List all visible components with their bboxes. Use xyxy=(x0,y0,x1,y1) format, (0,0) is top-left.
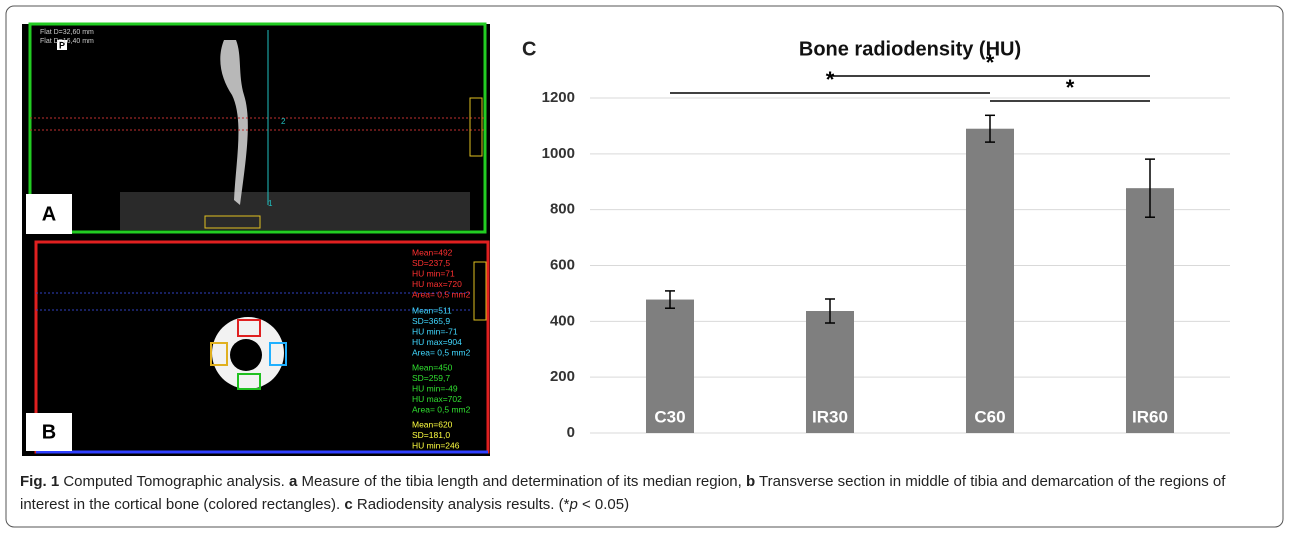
caption-part: Measure of the tibia length and determin… xyxy=(297,473,746,490)
y-tick-label: 0 xyxy=(567,424,575,441)
significance-mark: * xyxy=(826,67,835,92)
measure-label: 2 xyxy=(281,117,286,126)
caption-part: < 0.05) xyxy=(578,496,629,513)
y-tick-label: 200 xyxy=(550,368,575,385)
measure-label: 1 xyxy=(268,199,273,208)
bar-chart: C Bone radiodensity (HU) 020040060080010… xyxy=(522,38,1230,441)
roi-stat: HU min=246 xyxy=(412,440,460,450)
bar xyxy=(1126,188,1174,433)
panel-label: B xyxy=(42,421,56,443)
y-tick-label: 600 xyxy=(550,256,575,273)
caption-part: p xyxy=(569,496,577,513)
roi-stat: HU min=-49 xyxy=(412,383,458,393)
roi-stat: HU min=71 xyxy=(412,268,455,278)
significance-mark: * xyxy=(986,50,995,75)
y-tick-label: 1000 xyxy=(542,145,575,162)
category-label: IR30 xyxy=(812,407,848,426)
y-tick-label: 1200 xyxy=(542,89,575,106)
significance-mark: * xyxy=(1066,75,1075,100)
category-label: IR60 xyxy=(1132,407,1168,426)
roi-stat: Mean=511 xyxy=(412,305,452,315)
caption-part: b xyxy=(746,473,755,490)
caption-part: c xyxy=(344,496,352,513)
roi-stat: HU max=702 xyxy=(412,394,462,404)
caption: Fig. 1 Computed Tomographic analysis. a … xyxy=(20,470,1275,516)
roi-stat: Area= 0,5 mm2 xyxy=(412,404,471,414)
roi-stat: SD=237,5 xyxy=(412,258,450,268)
roi-stat: SD=181,0 xyxy=(412,430,450,440)
y-tick-label: 800 xyxy=(550,201,575,218)
roi-stat: HU max=720 xyxy=(412,279,462,289)
scanner-bed xyxy=(120,192,470,230)
category-label: C60 xyxy=(974,407,1005,426)
category-label: C30 xyxy=(654,407,685,426)
caption-part: Radiodensity analysis results. (* xyxy=(353,496,570,513)
roi-stat: Area= 0,5 mm2 xyxy=(412,289,471,299)
page: P Flat D=32,60 mm Flat D=16,40 mm 2 1 A … xyxy=(0,0,1290,534)
roi-stat: Area= 0,5 mm2 xyxy=(412,347,471,357)
roi-stat: HU min=-71 xyxy=(412,326,458,336)
overlay-text: Flat D=16,40 mm xyxy=(40,38,94,45)
marrow xyxy=(230,339,262,371)
roi-stat: SD=365,9 xyxy=(412,316,450,326)
roi-stat: HU max=904 xyxy=(412,337,462,347)
overlay-text: Flat D=32,60 mm xyxy=(40,29,94,36)
roi-stat: Mean=450 xyxy=(412,362,453,372)
roi-stat: Mean=620 xyxy=(412,419,453,429)
caption-part: Computed Tomographic analysis. xyxy=(59,473,289,490)
bar xyxy=(966,129,1014,433)
roi-stat: SD=259,7 xyxy=(412,373,450,383)
panel-label: C xyxy=(522,38,536,60)
figure: P Flat D=32,60 mm Flat D=16,40 mm 2 1 A … xyxy=(0,0,1290,534)
y-tick-label: 400 xyxy=(550,312,575,329)
caption-part: Fig. 1 xyxy=(20,473,59,490)
roi-stat: Mean=492 xyxy=(412,247,453,257)
panel-label: A xyxy=(42,203,56,225)
